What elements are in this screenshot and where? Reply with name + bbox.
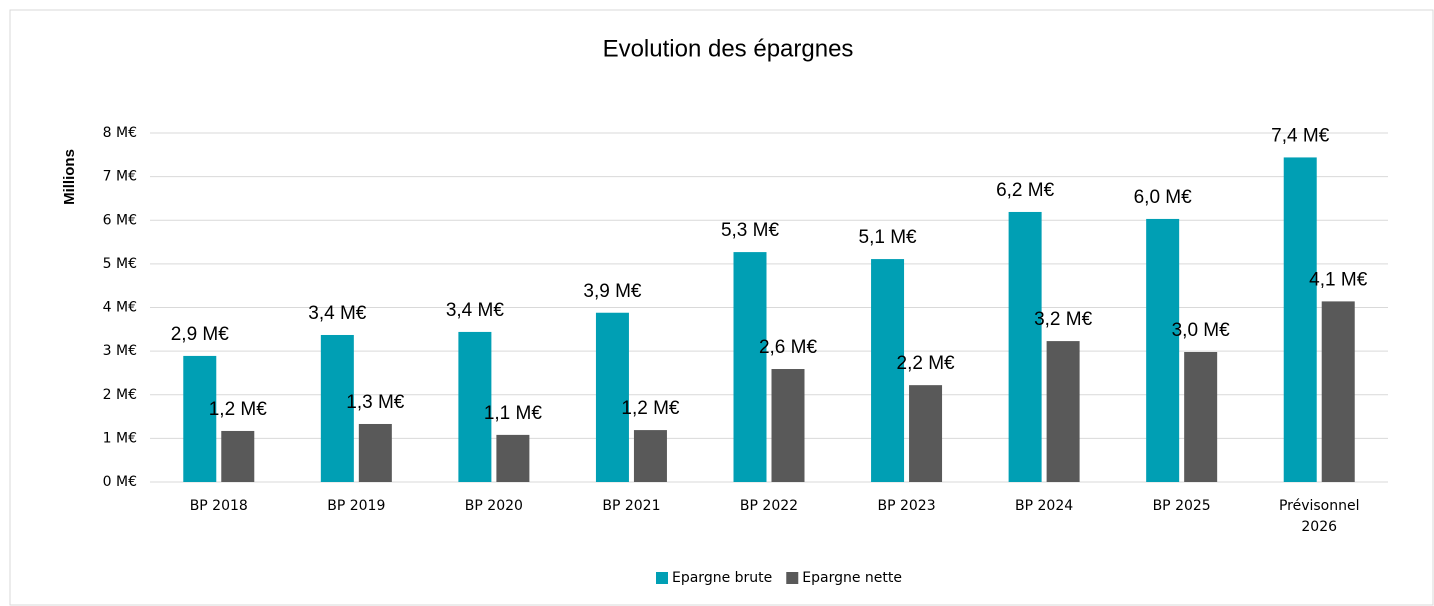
bar bbox=[496, 434, 530, 482]
y-axis-label: Millions bbox=[61, 149, 78, 205]
x-tick-label-box: Prévisonnel 2026 bbox=[1278, 498, 1360, 535]
y-tick-label: 5 M€ bbox=[103, 256, 137, 272]
x-tick-label-box: BP 2021 bbox=[602, 498, 661, 514]
chart-title: Evolution des épargnes bbox=[603, 35, 854, 62]
bar bbox=[358, 423, 392, 482]
data-label: 1,3 M€ bbox=[346, 392, 405, 413]
data-label: 7,4 M€ bbox=[1271, 125, 1330, 146]
x-tick-label: BP 2020 bbox=[464, 498, 523, 514]
bar bbox=[1283, 157, 1317, 482]
bar bbox=[183, 355, 217, 482]
data-label: 3,4 M€ bbox=[446, 300, 505, 321]
legend-label: Epargne brute bbox=[672, 570, 772, 586]
data-label: 1,2 M€ bbox=[209, 399, 268, 420]
data-label: 3,9 M€ bbox=[583, 281, 642, 302]
x-tick-label-box: BP 2018 bbox=[189, 498, 248, 514]
x-tick-label-box: BP 2020 bbox=[464, 498, 523, 514]
data-label: 1,1 M€ bbox=[484, 403, 543, 424]
data-label: 3,0 M€ bbox=[1172, 320, 1231, 341]
legend-label: Epargne nette bbox=[802, 570, 902, 586]
x-tick-label-box: BP 2022 bbox=[739, 498, 799, 514]
y-tick-label: 2 M€ bbox=[103, 387, 137, 403]
y-tick-label: 3 M€ bbox=[103, 343, 137, 359]
data-label: 1,2 M€ bbox=[621, 398, 680, 419]
y-tick-label: 6 M€ bbox=[103, 212, 137, 228]
y-tick-label: 7 M€ bbox=[103, 169, 137, 185]
bar bbox=[909, 385, 943, 482]
bar bbox=[633, 430, 667, 482]
data-label: 6,0 M€ bbox=[1134, 187, 1193, 208]
data-label: 5,3 M€ bbox=[721, 220, 780, 241]
bar bbox=[595, 312, 629, 482]
data-label: 3,4 M€ bbox=[308, 303, 367, 324]
x-tick-label-box: BP 2025 bbox=[1152, 498, 1211, 514]
bar bbox=[1146, 218, 1180, 482]
x-tick-label-box: BP 2024 bbox=[1015, 498, 1074, 514]
bar bbox=[221, 430, 255, 482]
y-tick-label: 1 M€ bbox=[103, 430, 137, 446]
x-tick-label: BP 2024 bbox=[1015, 498, 1074, 514]
bar bbox=[1046, 341, 1080, 482]
bar bbox=[733, 252, 767, 482]
data-label: 4,1 M€ bbox=[1309, 269, 1368, 290]
x-tick-label: BP 2023 bbox=[877, 498, 936, 514]
x-tick-label: BP 2025 bbox=[1152, 498, 1211, 514]
x-tick-label: Prévisonnel 2026 bbox=[1278, 498, 1360, 535]
legend-swatch bbox=[786, 572, 799, 584]
legend-swatch bbox=[656, 572, 668, 584]
x-tick-label-box: BP 2019 bbox=[327, 498, 386, 514]
bar bbox=[871, 259, 905, 482]
bar bbox=[771, 369, 805, 482]
bar bbox=[1184, 351, 1218, 482]
data-label: 2,9 M€ bbox=[171, 324, 230, 345]
bar bbox=[1321, 301, 1355, 482]
bar bbox=[320, 334, 354, 482]
data-label: 5,1 M€ bbox=[859, 227, 918, 248]
bar bbox=[458, 331, 492, 482]
data-label: 6,2 M€ bbox=[996, 180, 1055, 201]
x-tick-label: BP 2022 bbox=[739, 498, 799, 514]
y-tick-label: 8 M€ bbox=[103, 125, 137, 141]
y-tick-label: 4 M€ bbox=[103, 300, 137, 316]
data-label: 2,2 M€ bbox=[897, 353, 956, 374]
x-tick-label: BP 2021 bbox=[602, 498, 661, 514]
data-label: 3,2 M€ bbox=[1034, 309, 1093, 330]
x-tick-label: BP 2018 bbox=[189, 498, 248, 514]
y-tick-label: 0 M€ bbox=[103, 474, 137, 490]
data-label: 2,6 M€ bbox=[759, 337, 818, 358]
x-tick-label: BP 2019 bbox=[327, 498, 386, 514]
bar bbox=[1008, 211, 1042, 482]
x-tick-label-box: BP 2023 bbox=[877, 498, 936, 514]
